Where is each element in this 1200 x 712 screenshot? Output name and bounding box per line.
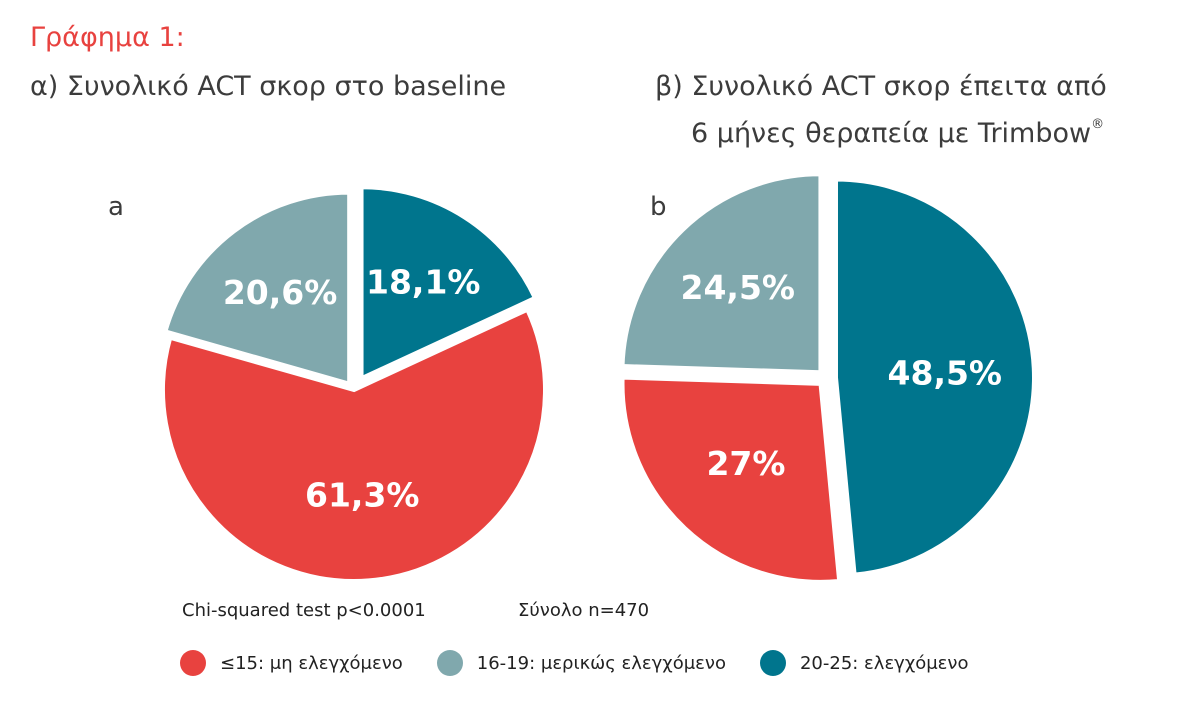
legend-item-partial: 16-19: μερικώς ελεγχόμενο: [436, 650, 726, 676]
chart-a-title: α) Συνολικό ACT σκορ στο baseline: [30, 71, 507, 102]
legend-swatch-uncontrolled: [180, 650, 206, 676]
chart-a-label-partial: 20,6%: [223, 273, 338, 312]
chart-a-slice-partial: [162, 190, 352, 387]
chart-b-label-partial: 24,5%: [681, 268, 796, 307]
total-n-note: Σύνολο n=470: [518, 600, 650, 621]
legend-label-partial: 16-19: μερικώς ελεγχόμενο: [476, 652, 726, 674]
legend-swatch-partial: [436, 650, 463, 676]
registered-mark: ®: [1091, 117, 1105, 132]
legend-label-controlled: 20-25: ελεγχόμενο: [799, 652, 969, 674]
chart-b-label-controlled: 48,5%: [888, 353, 1003, 392]
chart-a-slice-uncontrolled: [161, 307, 547, 583]
chi-squared-note: Chi-squared test p<0.0001: [182, 600, 426, 621]
chart-b-label-uncontrolled: 27%: [706, 444, 785, 483]
legend-label-uncontrolled: ≤15: μη ελεγχόμενο: [220, 652, 403, 674]
chart-b-title-line2: 6 μήνες θεραπεία με Trimbow: [691, 118, 1092, 149]
legend-item-uncontrolled: ≤15: μη ελεγχόμενο: [180, 650, 403, 676]
chart-b-title: β) Συνολικό ACT σκορ έπειτα από 6 μήνες …: [655, 68, 1107, 153]
chart-b-title-line2-wrap: 6 μήνες θεραπεία με Trimbow®: [655, 106, 1107, 153]
chart-b-slice-controlled: [833, 177, 1036, 577]
chart-b-slice-uncontrolled: [620, 375, 842, 584]
legend-item-controlled: 20-25: ελεγχόμενο: [759, 650, 969, 676]
chart-b-letter: b: [650, 192, 667, 222]
chart-b-slice-partial: [620, 172, 823, 375]
chart-a-slice-controlled: [359, 185, 538, 382]
chart-b-title-line1: β) Συνολικό ACT σκορ έπειτα από: [655, 71, 1107, 102]
chart-a-label-uncontrolled: 61,3%: [305, 476, 420, 515]
legend: ≤15: μη ελεγχόμενο 16-19: μερικώς ελεγχόμ…: [180, 650, 1002, 676]
figure-title: Γράφημα 1:: [30, 22, 185, 53]
legend-swatch-controlled: [759, 650, 786, 676]
chart-a-label-controlled: 18,1%: [366, 263, 481, 302]
chart-a-letter: a: [108, 192, 124, 222]
